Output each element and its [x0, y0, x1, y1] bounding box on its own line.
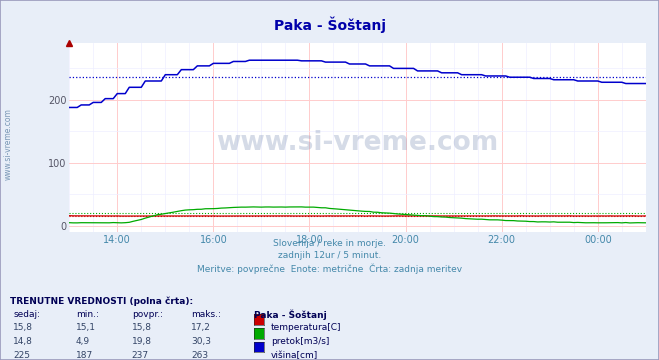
- Text: 15,8: 15,8: [132, 323, 152, 332]
- Text: 19,8: 19,8: [132, 337, 152, 346]
- Text: www.si-vreme.com: www.si-vreme.com: [3, 108, 13, 180]
- Text: Paka - Šoštanj: Paka - Šoštanj: [254, 310, 326, 320]
- Text: Slovenija / reke in morje.: Slovenija / reke in morje.: [273, 239, 386, 248]
- Text: Meritve: povprečne  Enote: metrične  Črta: zadnja meritev: Meritve: povprečne Enote: metrične Črta:…: [197, 263, 462, 274]
- Text: www.si-vreme.com: www.si-vreme.com: [216, 130, 499, 156]
- Text: povpr.:: povpr.:: [132, 310, 163, 319]
- Text: 14,8: 14,8: [13, 337, 33, 346]
- Text: 4,9: 4,9: [76, 337, 90, 346]
- Text: 15,8: 15,8: [13, 323, 33, 332]
- Text: 15,1: 15,1: [76, 323, 96, 332]
- Text: Paka - Šoštanj: Paka - Šoštanj: [273, 16, 386, 33]
- Text: 17,2: 17,2: [191, 323, 211, 332]
- Text: pretok[m3/s]: pretok[m3/s]: [271, 337, 330, 346]
- Text: 263: 263: [191, 351, 208, 360]
- Text: min.:: min.:: [76, 310, 99, 319]
- Text: 225: 225: [13, 351, 30, 360]
- Text: višina[cm]: višina[cm]: [271, 351, 318, 360]
- Text: 237: 237: [132, 351, 149, 360]
- Text: 187: 187: [76, 351, 93, 360]
- Text: sedaj:: sedaj:: [13, 310, 40, 319]
- Text: TRENUTNE VREDNOSTI (polna črta):: TRENUTNE VREDNOSTI (polna črta):: [10, 297, 193, 306]
- Text: 30,3: 30,3: [191, 337, 211, 346]
- Text: temperatura[C]: temperatura[C]: [271, 323, 341, 332]
- Text: maks.:: maks.:: [191, 310, 221, 319]
- Text: zadnjih 12ur / 5 minut.: zadnjih 12ur / 5 minut.: [278, 251, 381, 260]
